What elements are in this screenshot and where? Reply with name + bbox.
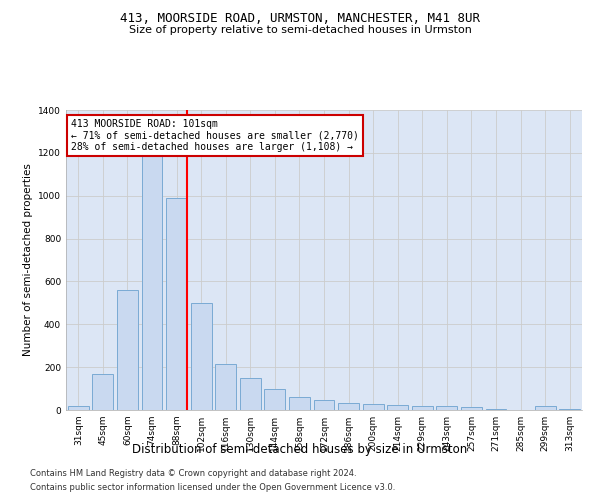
Bar — [461, 407, 482, 410]
Text: 413 MOORSIDE ROAD: 101sqm
← 71% of semi-detached houses are smaller (2,770)
28% : 413 MOORSIDE ROAD: 101sqm ← 71% of semi-… — [71, 119, 359, 152]
Bar — [338, 402, 359, 410]
Text: Distribution of semi-detached houses by size in Urmston: Distribution of semi-detached houses by … — [133, 442, 467, 456]
Bar — [387, 404, 408, 410]
Text: Contains HM Land Registry data © Crown copyright and database right 2024.: Contains HM Land Registry data © Crown c… — [30, 468, 356, 477]
Text: Contains public sector information licensed under the Open Government Licence v3: Contains public sector information licen… — [30, 484, 395, 492]
Bar — [166, 198, 187, 410]
Y-axis label: Number of semi-detached properties: Number of semi-detached properties — [23, 164, 32, 356]
Bar — [559, 409, 580, 410]
Bar — [362, 404, 383, 410]
Bar — [142, 144, 163, 410]
Bar — [117, 290, 138, 410]
Bar — [92, 374, 113, 410]
Text: Size of property relative to semi-detached houses in Urmston: Size of property relative to semi-detach… — [128, 25, 472, 35]
Bar — [314, 400, 334, 410]
Bar — [215, 364, 236, 410]
Bar — [240, 378, 261, 410]
Text: 413, MOORSIDE ROAD, URMSTON, MANCHESTER, M41 8UR: 413, MOORSIDE ROAD, URMSTON, MANCHESTER,… — [120, 12, 480, 26]
Bar — [412, 406, 433, 410]
Bar — [191, 303, 212, 410]
Bar — [68, 406, 89, 410]
Bar — [436, 406, 457, 410]
Bar — [535, 406, 556, 410]
Bar — [289, 397, 310, 410]
Bar — [265, 388, 286, 410]
